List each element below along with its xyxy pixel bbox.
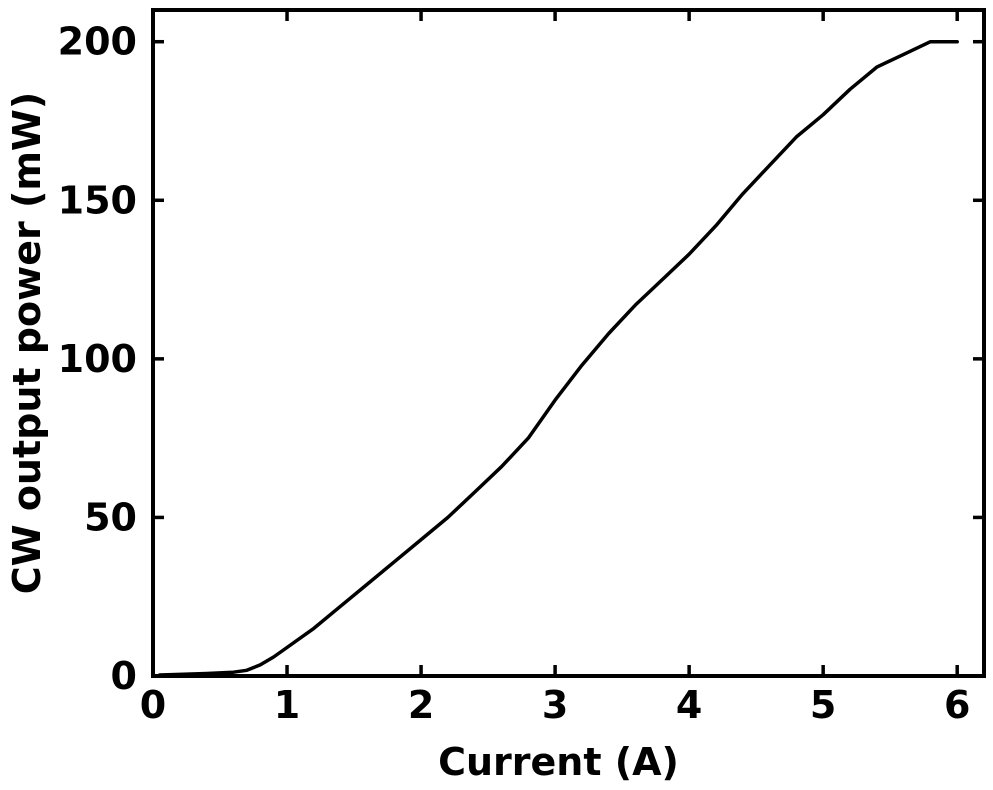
x-tick-label: 6 (944, 683, 970, 727)
y-tick-label: 100 (58, 337, 137, 381)
x-tick-label: 5 (810, 683, 836, 727)
x-tick-label: 2 (408, 683, 434, 727)
ticks-layer (151, 10, 984, 678)
y-tick-label: 0 (111, 654, 137, 698)
plot-frame (151, 8, 986, 678)
x-axis-title: Current (A) (438, 740, 679, 784)
x-tick-label: 0 (140, 683, 166, 727)
y-axis-title: CW output power (mW) (5, 92, 49, 594)
y-tick-label: 50 (84, 495, 137, 539)
x-tick-label: 3 (542, 683, 568, 727)
series-line (157, 39, 959, 677)
y-tick-label: 200 (58, 20, 137, 64)
x-tick-label: 4 (676, 683, 702, 727)
x-tick-label: 1 (274, 683, 300, 727)
tick-labels-layer: 0 1 2 3 4 5 6 0 50 100 150 200 (58, 20, 971, 727)
y-tick-label: 150 (58, 178, 137, 222)
